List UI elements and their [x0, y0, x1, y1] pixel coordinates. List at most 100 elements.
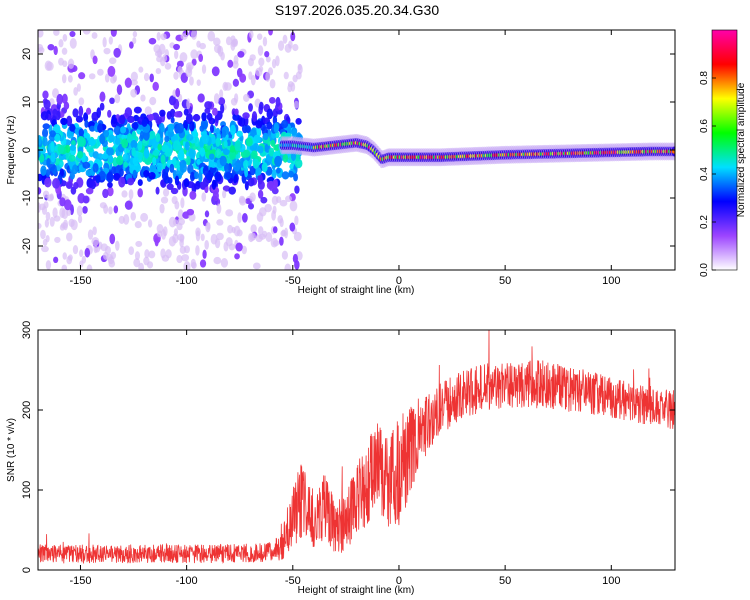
spectrogram-cell — [62, 93, 68, 104]
spectrogram-cell — [214, 171, 222, 182]
spectrogram-cell — [63, 101, 70, 110]
spectrogram-cell — [169, 163, 175, 173]
spectrogram-cell — [238, 195, 246, 204]
spectrogram-cell — [290, 82, 296, 92]
spectrogram-cell — [75, 115, 84, 123]
spectrogram-cell — [268, 30, 273, 36]
spectrogram-cell — [209, 161, 218, 168]
spectrogram-cell — [114, 137, 121, 146]
y-tick-label: 100 — [21, 481, 33, 499]
spectrogram-cell — [106, 147, 114, 157]
spectrogram-cell — [132, 156, 139, 167]
y-tick-label: 0 — [21, 567, 33, 573]
spectrogram-cell — [163, 175, 170, 184]
spectrogram-cell — [233, 54, 239, 65]
spectrogram-cell — [71, 139, 76, 147]
spectrogram-cell — [124, 200, 133, 210]
spectrogram-cell — [130, 88, 138, 98]
spectrogram-cell — [189, 190, 197, 200]
x-tick-label: -100 — [176, 275, 198, 287]
spectrogram-cell — [111, 166, 116, 174]
spectrogram-cell — [66, 232, 73, 242]
spectrogram-cell — [62, 60, 68, 68]
spectrogram-cell — [52, 108, 58, 116]
spectrogram-cell — [279, 236, 284, 246]
spectrogram-cell — [196, 79, 201, 87]
spectrogram-cell — [107, 256, 115, 265]
spectrogram-cell — [109, 97, 115, 105]
spectrogram-cell — [245, 125, 251, 134]
spectrogram-cell — [243, 159, 249, 169]
spectrogram-cell — [66, 129, 74, 139]
spectrogram-cell — [137, 188, 143, 198]
spectrogram-cell — [38, 187, 42, 195]
spectrogram-cell — [275, 167, 281, 174]
spectrogram-cell — [234, 140, 241, 152]
spectrogram-cell — [139, 130, 145, 140]
spectrogram-cell — [272, 226, 278, 234]
spectrogram-cell — [244, 181, 249, 191]
spectrogram-cell — [257, 145, 264, 154]
x-tick-label: 0 — [396, 275, 402, 287]
spectrogram-cell — [205, 222, 211, 233]
spectrogram-cell — [235, 242, 243, 252]
spectrogram-cell — [77, 214, 83, 224]
colorbar: 0.0 0.2 0.4 0.6 0.8 Normalized spectral ampl… — [699, 29, 747, 277]
spectrogram-cell — [155, 116, 163, 125]
spectrogram-cell — [268, 147, 275, 157]
spectrogram-cell — [247, 202, 255, 210]
spectrogram-cell — [227, 59, 234, 68]
spectrogram-cell — [173, 71, 179, 80]
spectrogram-cell — [40, 229, 46, 240]
x-tick-label: -150 — [69, 575, 91, 587]
spectrogram-cell — [268, 97, 276, 104]
spectrogram-cell — [116, 155, 124, 166]
spectrogram-cell — [59, 168, 64, 177]
spectrogram-cell — [293, 231, 302, 242]
spectrogram-cell — [282, 153, 289, 163]
spectrogram-cell — [257, 226, 264, 236]
spectrogram-cell — [152, 156, 157, 166]
spectrogram-cell — [93, 244, 98, 254]
spectrogram-cell — [289, 222, 296, 232]
spectrogram-cell — [96, 107, 102, 119]
spectrogram-cell — [99, 102, 105, 111]
spectrogram-cell — [233, 174, 239, 183]
spectrogram-cell — [204, 107, 211, 114]
spectrogram-cell — [102, 37, 107, 48]
spectrogram-cell — [190, 30, 198, 40]
spectrogram-cell — [206, 112, 213, 121]
spectrogram-cell — [232, 162, 241, 172]
spectrogram-cell — [187, 163, 194, 174]
spectrogram-cell — [257, 189, 264, 199]
spectrogram-cell — [52, 178, 61, 189]
spectrogram-cell — [293, 173, 298, 182]
spectrogram-cell — [124, 107, 133, 118]
spectrogram-cell — [195, 230, 201, 242]
spectrogram-cell — [45, 169, 51, 178]
spectrogram-cell — [283, 71, 289, 80]
spectrogram-cell — [46, 194, 54, 202]
spectrogram-cell — [293, 100, 299, 109]
spectrogram-cell — [229, 151, 236, 160]
spectrogram-cell — [176, 122, 184, 134]
spectrogram-cell — [221, 129, 227, 138]
spectrogram-cell — [242, 112, 250, 120]
spectrogram-cell — [284, 263, 292, 270]
spectrogram-cell — [132, 37, 137, 44]
colorbar-tick-label: 0.8 — [699, 71, 710, 85]
spectrogram-cell — [257, 173, 263, 185]
spectrogram-cell — [82, 161, 91, 169]
spectrogram-cell — [199, 181, 206, 190]
spectrogram-cell — [290, 31, 296, 42]
spectrogram-cell — [223, 241, 229, 252]
spectrogram-cell — [141, 119, 148, 127]
spectrogram-cell — [116, 84, 123, 95]
spectrogram-cell — [46, 157, 51, 168]
spectrogram-cell — [72, 245, 79, 255]
spectrogram-cell — [61, 264, 68, 270]
snr-frame — [37, 329, 676, 571]
spectrogram-cell — [49, 216, 55, 227]
spectrogram-cell — [289, 200, 298, 212]
spectrogram-cell — [223, 140, 228, 148]
